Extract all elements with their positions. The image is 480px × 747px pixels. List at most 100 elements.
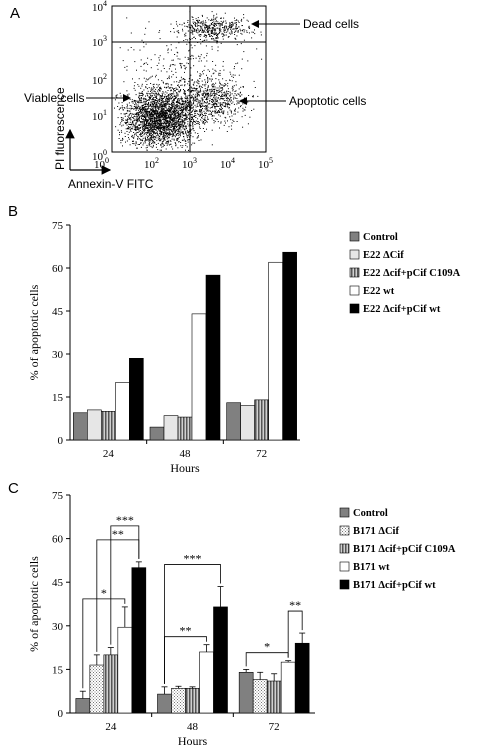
scatter-point bbox=[158, 114, 160, 116]
scatter-point bbox=[148, 130, 150, 131]
scatter-point bbox=[216, 32, 217, 34]
scatter-point bbox=[161, 115, 163, 117]
scatter-point bbox=[198, 102, 200, 104]
scatter-point bbox=[178, 122, 180, 124]
scatter-point bbox=[173, 130, 175, 132]
scatter-point bbox=[155, 115, 157, 117]
scatter-point bbox=[179, 128, 181, 130]
scatter-point bbox=[168, 108, 170, 110]
scatter-point bbox=[191, 87, 193, 89]
scatter-point bbox=[184, 101, 186, 102]
scatter-point bbox=[225, 106, 227, 108]
scatter-point bbox=[193, 90, 195, 92]
scatter-point bbox=[184, 68, 186, 70]
scatter-point bbox=[140, 121, 142, 123]
scatter-point bbox=[122, 145, 123, 147]
scatter-point bbox=[145, 78, 147, 80]
scatter-point bbox=[199, 75, 201, 76]
scatter-point bbox=[196, 20, 198, 21]
scatter-point bbox=[257, 95, 259, 97]
scatter-point bbox=[231, 21, 233, 23]
scatter-point bbox=[214, 98, 216, 100]
scatter-point bbox=[126, 128, 128, 130]
scatter-point bbox=[233, 113, 235, 115]
scatter-point bbox=[135, 116, 137, 118]
scatter-point bbox=[232, 119, 234, 121]
scatter-point bbox=[148, 106, 149, 108]
scatter-point bbox=[140, 123, 142, 125]
scatter-point bbox=[242, 107, 244, 109]
scatter-point bbox=[182, 145, 184, 147]
scatter-point bbox=[172, 96, 174, 98]
scatter-point bbox=[218, 110, 220, 112]
bar bbox=[294, 642, 310, 714]
scatter-point bbox=[220, 105, 222, 107]
scatter-point bbox=[185, 140, 187, 142]
scatter-point bbox=[214, 102, 216, 104]
scatter-point bbox=[197, 71, 198, 73]
scatter-point bbox=[156, 113, 158, 115]
scatter-point bbox=[173, 123, 175, 125]
scatter-point bbox=[174, 123, 176, 125]
scatter-point bbox=[174, 142, 176, 144]
scatter-point bbox=[221, 93, 223, 95]
scatter-point bbox=[155, 74, 157, 76]
scatter-point bbox=[173, 98, 175, 100]
scatter-point bbox=[246, 19, 248, 21]
scatter-point bbox=[183, 89, 184, 90]
scatter-point bbox=[116, 96, 118, 98]
scatter-point bbox=[184, 113, 186, 115]
scatter-point bbox=[215, 28, 216, 30]
scatter-point bbox=[213, 72, 215, 74]
scatter-point bbox=[215, 100, 216, 102]
scatter-point bbox=[155, 100, 157, 101]
scatter-point bbox=[237, 111, 239, 113]
scatter-point bbox=[162, 114, 164, 116]
scatter-point bbox=[237, 30, 239, 32]
scatter-point bbox=[143, 142, 145, 144]
scatter-point bbox=[186, 119, 188, 120]
scatter-point bbox=[166, 136, 168, 138]
scatter-point bbox=[212, 61, 214, 62]
scatter-point bbox=[205, 20, 206, 22]
scatter-point bbox=[211, 111, 213, 113]
scatter-point bbox=[147, 57, 149, 59]
scatter-point bbox=[179, 134, 181, 136]
scatter-point bbox=[137, 107, 139, 109]
scatter-point bbox=[181, 139, 183, 141]
scatter-point bbox=[128, 93, 130, 95]
scatter-point bbox=[170, 64, 172, 66]
scatter-point bbox=[140, 65, 142, 67]
scatter-point bbox=[119, 47, 121, 49]
scatter-point bbox=[171, 94, 173, 96]
scatter-point bbox=[144, 140, 146, 142]
scatter-point bbox=[211, 18, 213, 20]
scatter-point bbox=[225, 84, 226, 86]
significance-bracket bbox=[164, 564, 221, 684]
scatter-point bbox=[137, 100, 139, 102]
scatter-point bbox=[167, 108, 169, 110]
scatter-point bbox=[188, 50, 190, 52]
scatter-point bbox=[152, 110, 153, 112]
scatter-point bbox=[121, 125, 123, 127]
scatter-point bbox=[163, 96, 165, 98]
scatter-point bbox=[229, 109, 231, 111]
scatter-point bbox=[179, 135, 181, 137]
scatter-point bbox=[187, 131, 189, 133]
scatter-point bbox=[187, 58, 189, 60]
scatter-point bbox=[181, 103, 183, 105]
scatter-point bbox=[196, 96, 198, 98]
scatter-point bbox=[155, 124, 157, 126]
scatter-point bbox=[231, 80, 233, 82]
scatter-point bbox=[168, 101, 170, 103]
scatter-point bbox=[150, 127, 152, 129]
scatter-point bbox=[185, 103, 187, 105]
scatter-point bbox=[191, 104, 193, 106]
scatter-point bbox=[234, 66, 235, 68]
scatter-point bbox=[187, 20, 189, 21]
scatter-point bbox=[138, 105, 139, 107]
scatter-point bbox=[147, 120, 149, 122]
scatter-point bbox=[175, 113, 177, 115]
x-axis-label: Hours bbox=[170, 461, 200, 475]
scatter-point bbox=[136, 131, 138, 133]
